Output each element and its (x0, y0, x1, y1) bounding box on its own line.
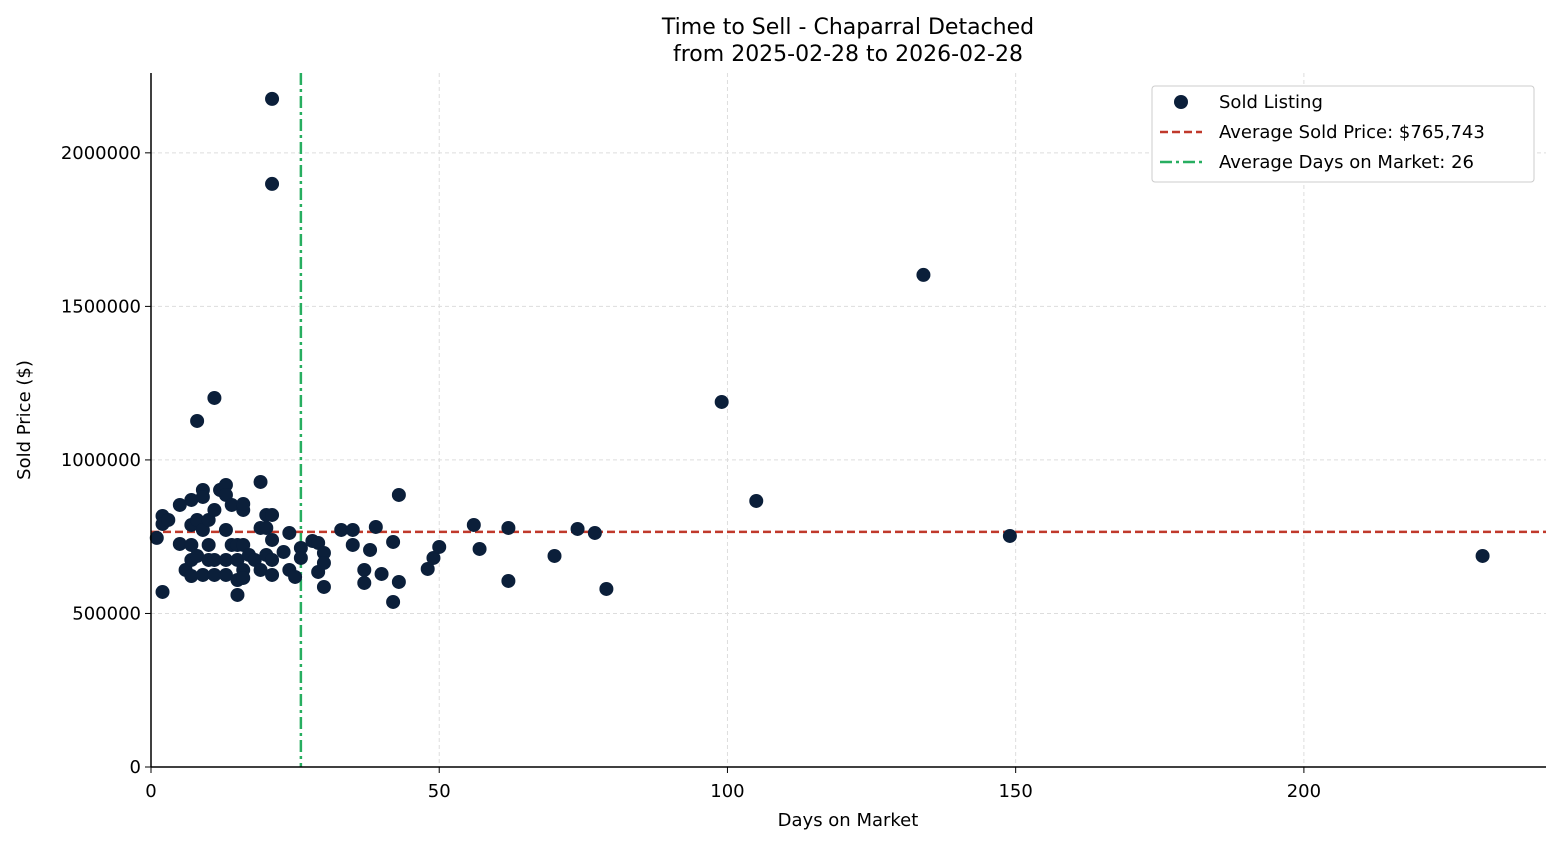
data-point (155, 584, 170, 599)
data-point (218, 567, 233, 582)
legend: Sold Listing Average Sold Price: $765,74… (1151, 85, 1535, 183)
chart-title: Time to Sell - Chaparral Detached (661, 15, 1034, 40)
data-point (265, 567, 280, 582)
data-point (357, 562, 372, 577)
data-point (184, 537, 199, 552)
x-axis-label: Days on Market (778, 810, 919, 831)
data-point (265, 552, 280, 567)
data-point (218, 552, 233, 567)
data-point (714, 394, 729, 409)
x-tick-label: 100 (710, 781, 744, 802)
data-point (207, 567, 222, 582)
data-point (253, 562, 268, 577)
data-point (276, 544, 291, 559)
data-point (420, 561, 435, 576)
data-point (293, 540, 308, 555)
data-point (316, 579, 331, 594)
data-point (916, 267, 931, 282)
data-point (161, 512, 176, 527)
data-point (368, 519, 383, 534)
x-tick-label: 150 (998, 781, 1032, 802)
y-axis-label: Sold Price ($) (14, 360, 35, 480)
data-point (587, 525, 602, 540)
data-point (391, 574, 406, 589)
data-point (207, 502, 222, 517)
data-point (386, 594, 401, 609)
data-point (363, 542, 378, 557)
data-point (265, 176, 280, 191)
data-point (391, 487, 406, 502)
data-point (374, 566, 389, 581)
data-point (253, 474, 268, 489)
data-point (230, 587, 245, 602)
y-tick-label: 500000 (72, 603, 141, 624)
data-point (501, 520, 516, 535)
data-point (207, 390, 222, 405)
data-point (386, 534, 401, 549)
data-point (282, 525, 297, 540)
data-point (432, 539, 447, 554)
legend-label-avg-days: Average Days on Market: 26 (1219, 152, 1474, 173)
data-point (236, 570, 251, 585)
data-point (570, 521, 585, 536)
data-point (288, 569, 303, 584)
data-point (218, 522, 233, 537)
data-point (501, 573, 516, 588)
data-point (472, 541, 487, 556)
chart-subtitle: from 2025-02-28 to 2026-02-28 (673, 42, 1023, 67)
legend-label-avg-price: Average Sold Price: $765,743 (1219, 122, 1485, 143)
data-point (749, 493, 764, 508)
data-point (265, 507, 280, 522)
legend-label-sold: Sold Listing (1219, 92, 1323, 113)
data-point (265, 91, 280, 106)
data-point (218, 477, 233, 492)
data-point (334, 522, 349, 537)
data-point (195, 567, 210, 582)
data-point (599, 581, 614, 596)
data-point (1002, 528, 1017, 543)
data-point (345, 537, 360, 552)
x-tick-label: 50 (428, 781, 451, 802)
data-point (184, 568, 199, 583)
data-point (201, 537, 216, 552)
x-tick-label: 200 (1287, 781, 1321, 802)
data-point (547, 548, 562, 563)
legend-marker-points (1174, 95, 1188, 109)
data-point (1475, 548, 1490, 563)
data-point (172, 497, 187, 512)
data-point (265, 532, 280, 547)
data-point (293, 550, 308, 565)
data-point (345, 522, 360, 537)
data-point (190, 413, 205, 428)
data-point (190, 548, 205, 563)
data-point (172, 536, 187, 551)
data-point (184, 492, 199, 507)
data-point (207, 552, 222, 567)
data-point (224, 497, 239, 512)
data-point (236, 496, 251, 511)
y-tick-label: 1500000 (61, 296, 141, 317)
y-tick-label: 0 (130, 757, 141, 778)
y-tick-label: 1000000 (61, 450, 141, 471)
data-point (357, 575, 372, 590)
x-tick-label: 0 (145, 781, 156, 802)
data-point (149, 530, 164, 545)
data-point (466, 517, 481, 532)
data-point (316, 555, 331, 570)
data-point (426, 550, 441, 565)
data-point (195, 489, 210, 504)
data-point (316, 545, 331, 560)
y-tick-label: 2000000 (61, 143, 141, 164)
data-point (259, 520, 274, 535)
